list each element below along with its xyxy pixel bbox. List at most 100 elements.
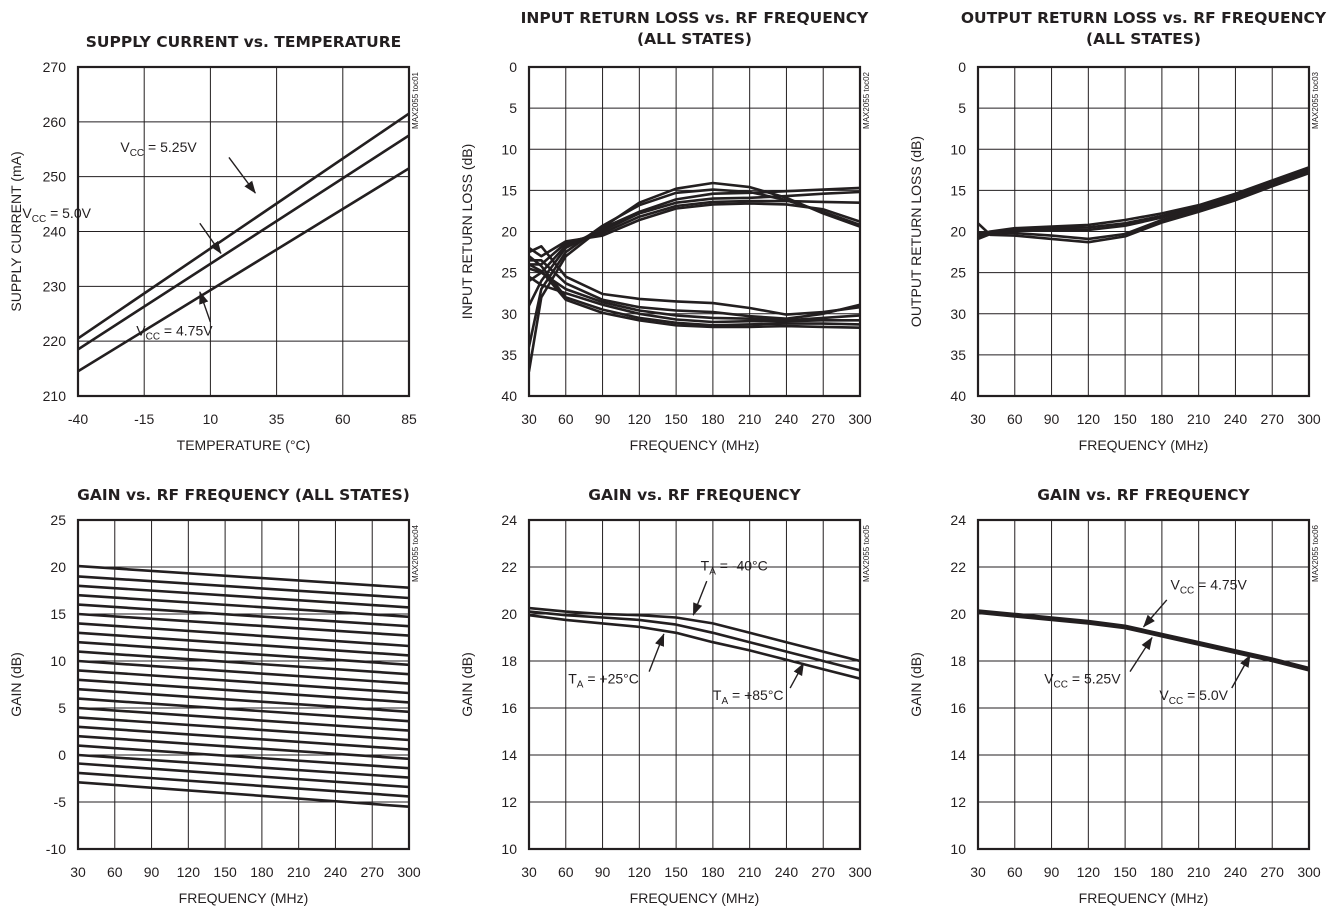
annotation-subscript: A — [721, 696, 728, 707]
annotation-label: VCC = 5.0V — [22, 205, 91, 225]
x-tick-label: 90 — [1044, 864, 1060, 880]
series-group — [529, 181, 860, 373]
series-line-8 — [78, 631, 409, 657]
annotation-arrow — [648, 633, 665, 672]
series-line-15 — [78, 697, 409, 723]
series-line-14 — [78, 687, 409, 714]
annotation-arrow — [1142, 599, 1168, 628]
y-tick-label: 18 — [501, 653, 517, 669]
x-tick-label: 120 — [628, 864, 652, 880]
y-tick-label: 12 — [950, 794, 966, 810]
chart-title: GAIN vs. RF FREQUENCY — [1037, 486, 1250, 504]
x-tick-label: 60 — [335, 411, 351, 427]
x-tick-label: 30 — [521, 411, 537, 427]
plot-frame — [976, 518, 1311, 851]
x-tick-label: 10 — [203, 411, 219, 427]
y-tick-label: 15 — [501, 182, 517, 198]
series-line-20 — [78, 744, 409, 770]
figure-id: MAX2055 toc04 — [411, 524, 420, 581]
plot-frame — [76, 518, 411, 851]
annotation-subscript: CC — [1169, 696, 1183, 707]
x-axis-label: FREQUENCY (MHz) — [1079, 890, 1209, 906]
annotation-label: VCC = 5.0V — [1159, 687, 1228, 707]
x-tick-label: 180 — [1150, 411, 1174, 427]
annotation-rest: = 5.0V — [1183, 687, 1228, 703]
series-line-8 — [529, 259, 860, 320]
x-tick-label: 210 — [287, 864, 311, 880]
x-tick-label: 300 — [848, 411, 872, 427]
y-tick-label: 10 — [501, 141, 517, 157]
plot-frame — [527, 518, 862, 851]
series-line-4 — [78, 593, 409, 619]
annotation-main: T — [568, 670, 577, 686]
series-line-9 — [529, 267, 860, 322]
series-group — [978, 609, 1309, 672]
series-line-3 — [529, 613, 860, 680]
annotation-main: V — [136, 323, 146, 339]
y-axis-label: OUTPUT RETURN LOSS (dB) — [908, 136, 924, 327]
chart-toc06: GAIN vs. RF FREQUENCY 30 60 90 120 150 180 210 2… — [908, 486, 1321, 906]
y-tick-label: 25 — [501, 265, 517, 281]
y-tick-label: -10 — [46, 841, 66, 857]
x-tick-label: 240 — [775, 411, 799, 427]
y-tick-label: 0 — [958, 59, 966, 75]
series-line-3 — [78, 584, 409, 609]
annotation-subscript: CC — [32, 214, 46, 225]
annotation-main: T — [701, 558, 710, 574]
x-tick-label: 60 — [1007, 864, 1023, 880]
chart-title: GAIN vs. RF FREQUENCY (ALL STATES) — [77, 486, 410, 504]
chart-title-line2: (ALL STATES) — [637, 30, 752, 48]
chart-title-line2: (ALL STATES) — [1086, 30, 1201, 48]
series-line-3 — [978, 611, 1309, 672]
x-tick-label: 300 — [1297, 864, 1321, 880]
annotation-label: VCC = 4.75V — [1170, 576, 1247, 596]
x-axis-label: FREQUENCY (MHz) — [179, 890, 309, 906]
annotation-main: T — [713, 687, 722, 703]
y-tick-label: 240 — [43, 224, 67, 240]
x-tick-label: 60 — [558, 864, 574, 880]
series-line-6 — [529, 202, 860, 258]
x-tick-label: 85 — [401, 411, 417, 427]
annotation-main: V — [22, 205, 32, 221]
y-tick-label: 12 — [501, 794, 517, 810]
chart-title: OUTPUT RETURN LOSS vs. RF FREQUENCY — [961, 9, 1327, 27]
chart-title: SUPPLY CURRENT vs. TEMPERATURE — [86, 33, 401, 51]
plot-frame — [527, 65, 862, 398]
series-line-3 — [78, 167, 409, 373]
x-tick-label: 90 — [595, 411, 611, 427]
x-tick-label: 60 — [558, 411, 574, 427]
figure-id: MAX2055 toc01 — [411, 71, 420, 128]
y-tick-label: 40 — [950, 388, 966, 404]
y-tick-label: 14 — [950, 747, 966, 763]
x-tick-label: 270 — [1261, 411, 1285, 427]
y-tick-label: 20 — [501, 606, 517, 622]
y-tick-label: 14 — [501, 747, 517, 763]
series-line-22 — [78, 762, 409, 789]
chart-toc02: INPUT RETURN LOSS vs. RF FREQUENCY (ALL S… — [459, 9, 872, 453]
annotation-main: V — [1044, 670, 1054, 686]
x-tick-label: 30 — [970, 864, 986, 880]
x-tick-label: 90 — [595, 864, 611, 880]
x-tick-label: 300 — [848, 864, 872, 880]
y-tick-label: 18 — [950, 653, 966, 669]
series-line-4 — [529, 190, 860, 283]
x-tick-label: 120 — [1077, 411, 1101, 427]
series-line-7 — [78, 622, 409, 648]
figure-id: MAX2055 toc02 — [862, 71, 871, 128]
x-tick-label: -40 — [68, 411, 88, 427]
series-line-10 — [78, 650, 409, 676]
x-tick-label: 270 — [812, 864, 836, 880]
series-line-5 — [78, 603, 409, 628]
x-tick-label: 270 — [812, 411, 836, 427]
y-tick-label: 5 — [958, 100, 966, 116]
chart-toc04: GAIN vs. RF FREQUENCY (ALL STATES) 30 60 90… — [8, 486, 421, 906]
x-tick-label: 240 — [1224, 864, 1248, 880]
x-axis-label: FREQUENCY (MHz) — [630, 437, 760, 453]
y-tick-label: 40 — [501, 388, 517, 404]
annotation-label: VCC = 5.25V — [1044, 670, 1121, 690]
series-line-16 — [78, 706, 409, 732]
y-tick-label: 20 — [501, 224, 517, 240]
x-tick-label: 120 — [1077, 864, 1101, 880]
annotation-subscript: A — [577, 679, 584, 690]
